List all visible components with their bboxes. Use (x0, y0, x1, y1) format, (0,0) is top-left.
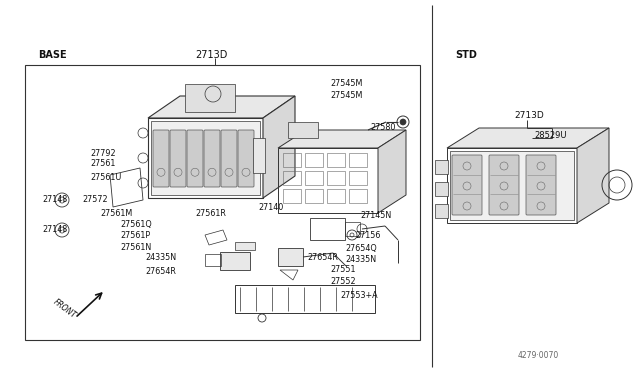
Text: 27561N: 27561N (120, 243, 151, 251)
FancyBboxPatch shape (153, 130, 169, 187)
FancyBboxPatch shape (238, 130, 254, 187)
FancyBboxPatch shape (170, 130, 186, 187)
Text: 24335N: 24335N (145, 253, 176, 263)
Text: 27561P: 27561P (120, 231, 150, 241)
Text: 27561: 27561 (90, 160, 115, 169)
Text: 4279·0070: 4279·0070 (518, 351, 559, 360)
Text: 27654Q: 27654Q (345, 244, 377, 253)
Text: BASE: BASE (38, 50, 67, 60)
Bar (235, 285, 375, 313)
Bar (349, 189, 367, 203)
Bar (435, 204, 448, 218)
Bar (253, 138, 265, 173)
Bar (327, 153, 345, 167)
Polygon shape (148, 96, 295, 118)
Text: 24335N: 24335N (345, 256, 376, 264)
Bar (283, 153, 301, 167)
Circle shape (400, 119, 406, 125)
Text: 27654R: 27654R (307, 253, 338, 263)
Text: FRONT: FRONT (52, 297, 78, 320)
Polygon shape (278, 130, 406, 148)
Bar (283, 171, 301, 185)
Bar (235, 242, 255, 250)
Polygon shape (447, 128, 609, 148)
Bar (151, 121, 260, 195)
Text: 27551: 27551 (330, 266, 355, 275)
Text: 27553+A: 27553+A (340, 291, 378, 299)
Bar (327, 189, 345, 203)
Polygon shape (577, 128, 609, 223)
Bar (310, 218, 345, 240)
Bar (278, 248, 303, 266)
Bar (327, 171, 345, 185)
Text: STD: STD (455, 50, 477, 60)
Bar (305, 189, 323, 203)
Bar (283, 189, 301, 203)
Bar (288, 122, 318, 138)
Text: 27148: 27148 (42, 196, 67, 205)
Bar (450, 151, 574, 220)
Text: 2713D: 2713D (195, 50, 227, 60)
Text: 27572: 27572 (82, 196, 108, 205)
FancyBboxPatch shape (489, 155, 519, 215)
Text: 27580: 27580 (370, 124, 396, 132)
Polygon shape (263, 96, 295, 198)
Bar (185, 84, 235, 112)
Text: 27561Q: 27561Q (120, 221, 152, 230)
Text: 27140: 27140 (258, 203, 284, 212)
Bar (205, 254, 221, 266)
Text: 27552: 27552 (330, 276, 356, 285)
Text: 27561M: 27561M (100, 208, 132, 218)
Bar (435, 160, 448, 174)
Text: 27545M: 27545M (330, 78, 362, 87)
Text: 27145N: 27145N (360, 211, 391, 219)
Bar (305, 153, 323, 167)
Bar (345, 222, 360, 236)
Bar (25, 65, 420, 340)
Text: 27561R: 27561R (195, 208, 226, 218)
Bar (349, 171, 367, 185)
FancyBboxPatch shape (526, 155, 556, 215)
Bar (305, 171, 323, 185)
Text: 27561U: 27561U (90, 173, 122, 183)
Text: 2713D: 2713D (514, 110, 544, 119)
Bar (220, 252, 250, 270)
Polygon shape (378, 130, 406, 213)
FancyBboxPatch shape (221, 130, 237, 187)
Bar (349, 153, 367, 167)
Text: 27545M: 27545M (330, 90, 362, 99)
FancyBboxPatch shape (204, 130, 220, 187)
Text: 27156: 27156 (355, 231, 380, 240)
Text: 27792: 27792 (90, 148, 116, 157)
Text: 27148: 27148 (42, 225, 67, 234)
Text: 28529U: 28529U (534, 131, 566, 140)
Bar (435, 182, 448, 196)
FancyBboxPatch shape (187, 130, 203, 187)
FancyBboxPatch shape (452, 155, 482, 215)
Text: 27654R: 27654R (145, 267, 176, 276)
